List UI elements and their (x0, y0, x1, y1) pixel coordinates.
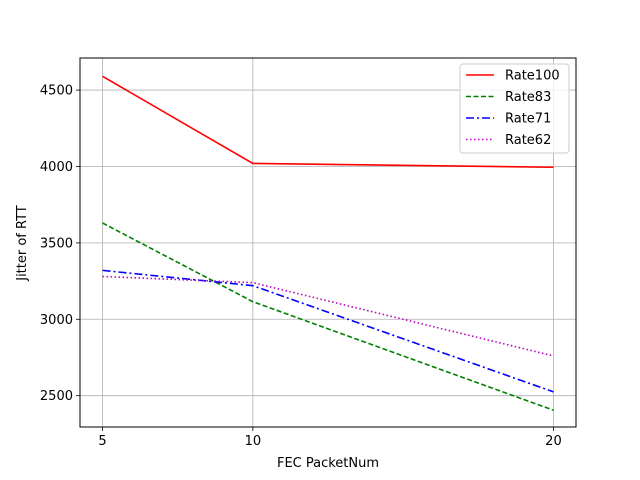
x-axis-label: FEC PacketNum (277, 456, 379, 471)
y-axis-ticks: 2500 3000 3500 4000 4500 (40, 84, 80, 404)
legend-label: Rate83 (505, 90, 551, 105)
y-tick-label: 3500 (40, 236, 73, 251)
y-tick-label: 2500 (40, 389, 73, 404)
series-line-rate62 (102, 275, 554, 357)
y-tick-label: 3000 (40, 313, 73, 328)
series-lines (102, 75, 554, 411)
x-axis-ticks: 5 10 20 (98, 427, 562, 449)
legend-label: Rate100 (505, 69, 560, 84)
series-line-rate83 (102, 222, 554, 411)
x-tick-label: 10 (245, 434, 262, 449)
y-axis-label: Jitter of RTT (15, 205, 30, 282)
legend-label: Rate71 (505, 112, 551, 127)
x-tick-label: 5 (98, 434, 106, 449)
series-line-rate100 (102, 75, 554, 169)
series-line-rate71 (102, 269, 554, 393)
legend-box (459, 63, 570, 154)
y-tick-label: 4500 (40, 84, 73, 99)
legend: Rate100 Rate83 Rate71 Rate62 (459, 63, 570, 154)
y-tick-label: 4000 (40, 160, 73, 175)
x-tick-label: 20 (545, 434, 562, 449)
legend-label: Rate62 (505, 133, 551, 148)
